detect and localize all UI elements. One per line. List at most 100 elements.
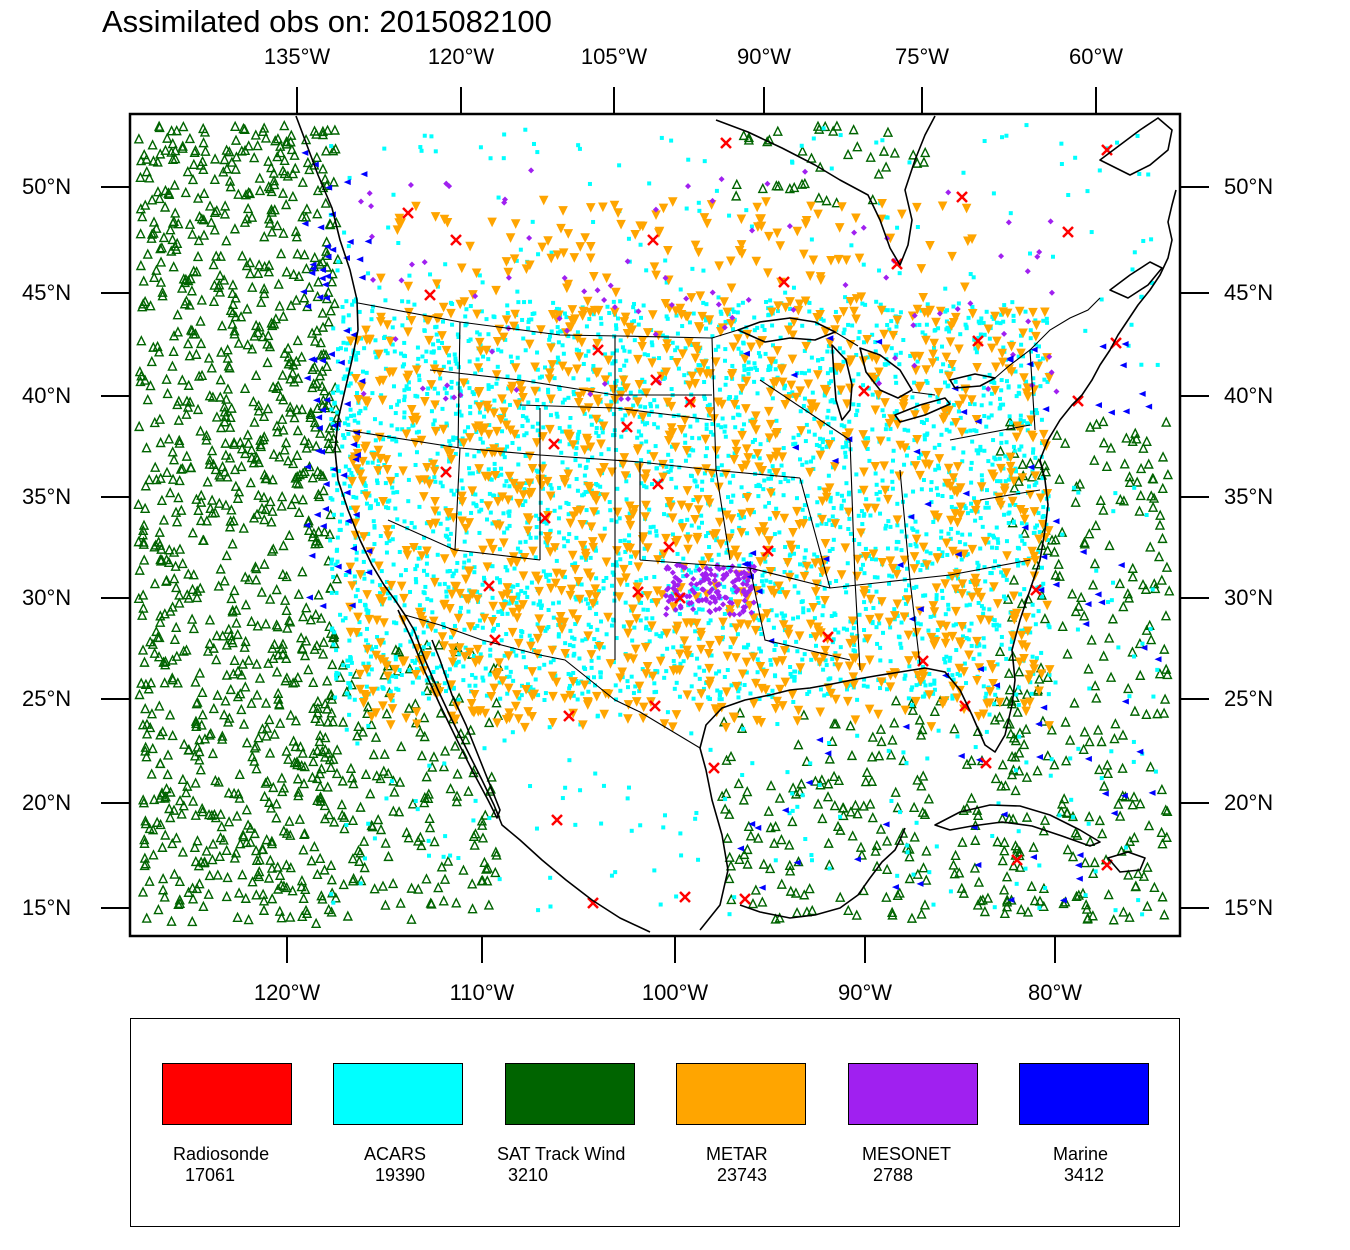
acars-marker: [1044, 316, 1049, 321]
sat-track-wind-marker: [169, 572, 180, 584]
sat-track-wind-marker: [739, 848, 750, 860]
acars-marker: [844, 481, 849, 486]
acars-marker: [986, 459, 991, 464]
acars-marker: [881, 413, 886, 418]
acars-marker: [383, 298, 388, 303]
acars-marker: [441, 854, 446, 859]
sat-track-wind-marker: [211, 411, 223, 422]
sat-track-wind-marker: [916, 780, 927, 791]
sat-track-wind-marker: [233, 887, 245, 898]
sat-track-wind-marker: [247, 281, 258, 292]
acars-marker: [332, 630, 337, 635]
acars-marker: [375, 481, 380, 486]
sat-track-wind-marker: [251, 854, 263, 866]
acars-marker: [554, 558, 559, 563]
acars-marker: [338, 519, 343, 524]
sat-track-wind-marker: [259, 431, 270, 442]
acars-marker: [867, 458, 872, 463]
acars-marker: [505, 311, 510, 316]
sat-track-wind-marker: [218, 166, 229, 177]
acars-marker: [1046, 494, 1051, 499]
acars-marker: [462, 539, 467, 544]
sat-track-wind-marker: [332, 744, 343, 755]
sat-track-wind-marker: [177, 846, 189, 857]
sat-track-wind-marker: [1080, 856, 1091, 868]
sat-track-wind-marker: [309, 251, 320, 263]
sat-track-wind-marker: [1113, 798, 1124, 809]
sat-track-wind-marker: [1012, 843, 1023, 854]
acars-marker: [970, 439, 975, 444]
sat-track-wind-marker: [295, 632, 307, 643]
sat-track-wind-marker: [138, 797, 150, 808]
acars-marker: [704, 446, 709, 451]
acars-marker: [367, 493, 372, 498]
sat-track-wind-marker: [305, 411, 316, 422]
acars-marker: [439, 664, 444, 669]
acars-marker: [531, 379, 536, 384]
acars-marker: [946, 607, 951, 612]
acars-marker: [423, 584, 428, 589]
acars-marker: [679, 644, 684, 649]
acars-marker: [622, 348, 627, 353]
acars-marker: [680, 568, 685, 573]
acars-marker: [694, 368, 699, 373]
acars-marker: [1021, 419, 1026, 424]
acars-marker: [556, 516, 561, 521]
sat-track-wind-marker: [161, 466, 173, 478]
acars-marker: [431, 422, 436, 427]
acars-marker: [739, 352, 744, 357]
sat-track-wind-marker: [159, 891, 170, 902]
acars-marker: [446, 585, 451, 590]
sat-track-wind-marker: [246, 615, 257, 627]
acars-marker: [727, 480, 732, 485]
sat-track-wind-marker: [1147, 472, 1158, 484]
acars-marker: [548, 529, 553, 534]
acars-marker: [1010, 300, 1015, 305]
acars-marker: [1007, 510, 1012, 515]
acars-marker: [958, 332, 963, 337]
acars-marker: [762, 478, 767, 483]
sat-track-wind-marker: [1138, 442, 1149, 453]
sat-track-wind-marker: [866, 751, 878, 762]
acars-marker: [636, 429, 641, 434]
sat-track-wind-marker: [222, 716, 234, 727]
acars-marker: [503, 337, 508, 342]
acars-marker: [386, 225, 391, 230]
acars-marker: [486, 383, 491, 388]
acars-marker: [718, 690, 723, 695]
acars-marker: [536, 908, 541, 913]
acars-marker: [792, 674, 797, 679]
acars-marker: [982, 448, 987, 453]
acars-marker: [1093, 869, 1098, 874]
acars-marker: [792, 551, 797, 556]
acars-marker: [967, 602, 972, 607]
sat-track-wind-marker: [379, 748, 390, 759]
acars-marker: [1037, 359, 1042, 364]
sat-track-wind-marker: [174, 543, 186, 554]
acars-marker: [715, 688, 720, 693]
sat-track-wind-marker: [271, 666, 283, 677]
sat-track-wind-marker: [443, 855, 454, 866]
sat-track-wind-marker: [297, 910, 308, 922]
sat-track-wind-marker: [137, 644, 149, 655]
acars-marker: [478, 145, 483, 150]
sat-track-wind-marker: [139, 859, 150, 871]
acars-marker: [1033, 525, 1038, 530]
sat-track-wind-marker: [758, 858, 769, 869]
sat-track-wind-marker: [325, 305, 336, 316]
sat-track-wind-marker: [977, 894, 988, 905]
acars-marker: [498, 580, 503, 585]
acars-marker: [551, 615, 556, 620]
acars-marker: [517, 405, 522, 410]
acars-marker: [625, 582, 630, 587]
acars-marker: [790, 390, 795, 395]
acars-marker: [364, 626, 369, 631]
acars-marker: [334, 673, 339, 678]
sat-track-wind-marker: [875, 823, 887, 834]
acars-marker: [497, 547, 502, 552]
sat-track-wind-marker: [225, 683, 236, 695]
sat-track-wind-marker: [1132, 476, 1143, 487]
sat-track-wind-marker: [1023, 593, 1034, 604]
acars-marker: [560, 429, 565, 434]
acars-marker: [375, 635, 380, 640]
